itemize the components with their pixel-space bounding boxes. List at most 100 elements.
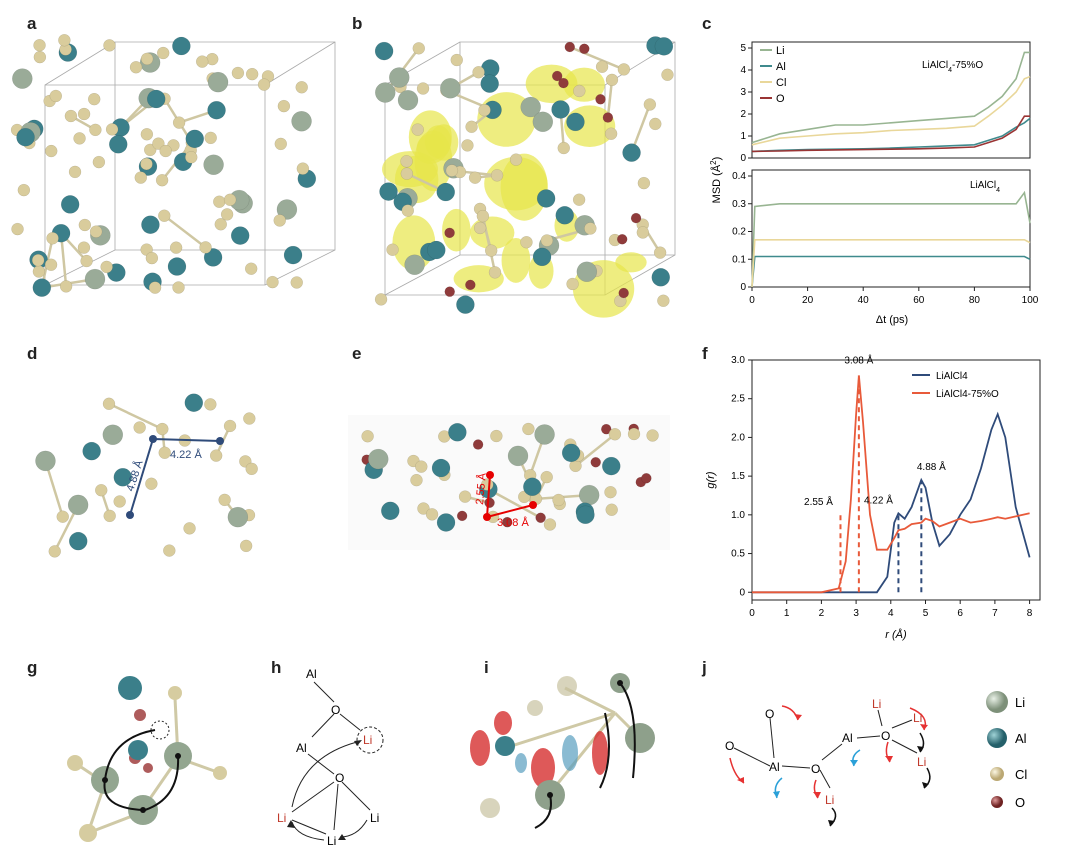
al-atom	[523, 477, 542, 497]
cl-atom	[44, 258, 58, 271]
rdf-xtick-label: 1	[784, 608, 790, 619]
rdf-peak-label: 2.55 Å	[804, 495, 833, 508]
rdf-xtick-label: 6	[957, 608, 963, 619]
cl-atom	[204, 398, 217, 411]
cl-atom	[140, 128, 154, 141]
cl-atom	[540, 234, 554, 247]
cl-atom	[145, 251, 159, 265]
o-atom	[601, 423, 612, 435]
rdf-ytick-label: 0	[739, 587, 745, 598]
msd-series-al-bottom	[751, 255, 1031, 288]
h-o-mid: O	[335, 771, 344, 785]
cl-atom	[44, 144, 58, 158]
cl-atom	[488, 266, 502, 279]
j-al1: Al	[769, 760, 780, 774]
cl-atom	[158, 209, 171, 222]
msd-ytick-label: 0.1	[732, 254, 746, 265]
o-atom	[616, 234, 628, 245]
j-al2: Al	[842, 731, 853, 745]
al-atom	[427, 240, 446, 260]
o-atom	[551, 70, 563, 82]
cl-atom	[143, 143, 157, 157]
j-li2: Li	[872, 697, 881, 711]
rdf-series-0	[752, 411, 1031, 594]
cl-atom	[244, 262, 258, 275]
msd-chart: 0 1 2 3 4 5 0 0.1 0.2 0.3 0.4 0 20 40 60 80 100 Li Al Cl O M…	[709, 41, 1039, 326]
cl-atom	[400, 155, 413, 168]
al-atom	[379, 182, 398, 201]
o-atom	[465, 279, 476, 291]
rdf-series-1	[752, 375, 1030, 594]
o-atom	[590, 457, 601, 468]
distance-label-308: 3.08 Å	[497, 516, 529, 529]
rdf-ytick-label: 2.5	[731, 394, 745, 405]
al-atom	[436, 182, 455, 202]
cl-atom	[80, 254, 93, 268]
li-atom	[35, 450, 56, 472]
cl-atom	[657, 294, 670, 308]
cl-atom	[450, 53, 464, 67]
al-atom	[456, 295, 475, 314]
al-atom	[555, 206, 574, 225]
o-atom	[502, 516, 513, 528]
li-atom	[520, 96, 541, 118]
o-atom	[641, 472, 652, 484]
o-atom	[579, 43, 590, 55]
cl-atom	[155, 173, 169, 187]
cl-atom	[412, 42, 426, 55]
cl-atom	[156, 46, 170, 60]
msd-ytick-label: 0	[740, 282, 746, 293]
cl-atom	[73, 132, 86, 145]
al-atom	[167, 257, 187, 276]
distance-lines-d: 4.22 Å 4.88 Å	[123, 435, 224, 519]
legend-cl-sphere	[990, 767, 1004, 781]
cl-atom	[472, 65, 485, 79]
cl-atom	[64, 109, 78, 123]
cl-atom	[410, 473, 423, 487]
cl-atom	[415, 460, 428, 473]
panel-label-a: a	[27, 14, 37, 33]
panel-label-f: f	[702, 344, 708, 363]
al-atom	[283, 245, 303, 265]
msd-series-li-top	[751, 51, 1030, 144]
atoms-b	[374, 36, 674, 314]
cl-atom	[604, 485, 617, 499]
msd-series-cl-bottom	[751, 239, 1031, 288]
rdf-ytick-label: 3.0	[731, 355, 745, 366]
distance-lines-e: 2.55 Å 3.08 Å	[473, 471, 537, 529]
cl-atom	[152, 137, 165, 150]
rdf-peak-label: 4.22 Å	[864, 493, 893, 506]
msd-legend-label: Li	[776, 45, 785, 57]
cl-atom	[172, 281, 185, 294]
al-atom	[82, 441, 101, 461]
cl-atom	[220, 208, 234, 221]
isosurface-blob	[501, 238, 531, 283]
cl-atom	[87, 92, 101, 106]
cl-atom	[159, 144, 172, 158]
isosurface-blob	[442, 208, 471, 252]
rdf-xlabel: r (Å)	[885, 628, 907, 641]
al-atom	[230, 226, 250, 245]
cl-atom	[133, 421, 146, 434]
cl-atom	[425, 508, 439, 521]
cl-atom	[509, 153, 523, 166]
trajectory-panel-i	[470, 673, 655, 829]
cl-atom	[223, 193, 237, 207]
panel-label-c: c	[702, 14, 712, 33]
cl-atom	[77, 241, 91, 254]
al-atom	[184, 393, 204, 412]
o-atom	[472, 439, 484, 450]
cl-atom	[595, 60, 609, 73]
msd-ytick-label: 3	[740, 87, 746, 98]
cl-atom	[46, 232, 59, 245]
rdf-xtick-label: 5	[923, 608, 929, 619]
h-li-right: Li	[370, 811, 379, 825]
cl-atom	[478, 103, 491, 117]
cl-atom	[129, 61, 143, 74]
atoms-a	[10, 33, 317, 297]
rdf-xtick-label: 7	[992, 608, 998, 619]
msd-frame	[751, 41, 1031, 159]
cl-atom	[77, 107, 91, 121]
cl-atom	[134, 171, 148, 184]
cl-atom	[49, 89, 63, 103]
